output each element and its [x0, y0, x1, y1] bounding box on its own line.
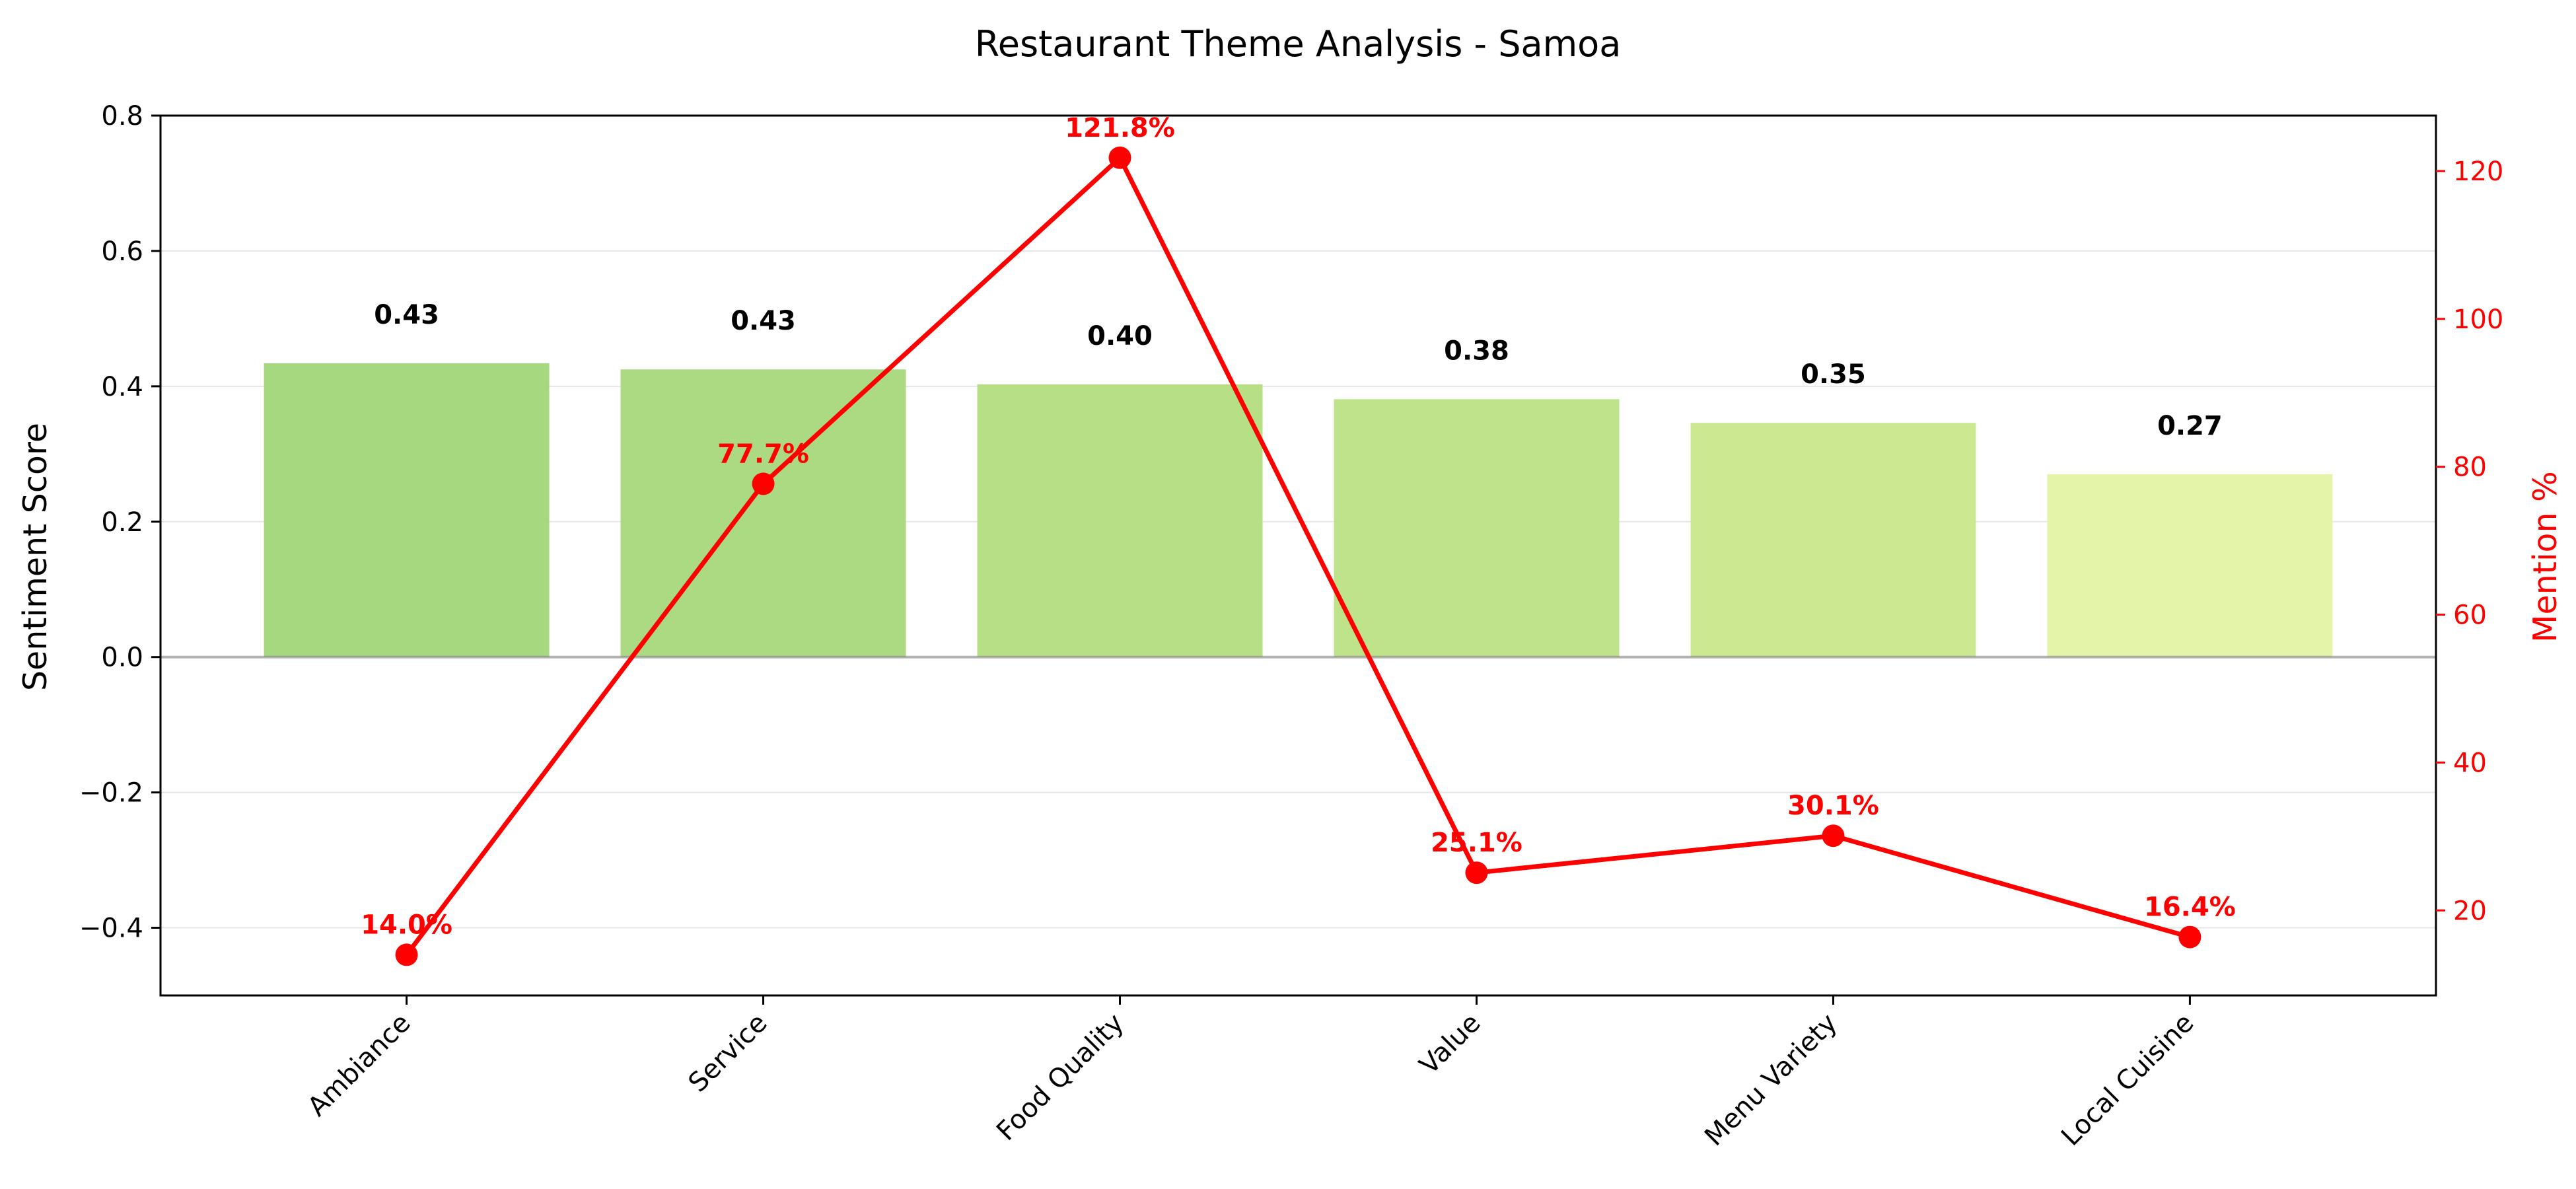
- line-value-label: 77.7%: [717, 439, 809, 469]
- y2-axis-label: Mention %: [2526, 471, 2564, 642]
- line-marker: [2178, 925, 2201, 949]
- labels-layer: 0.43 0.43 0.40 0.38 0.35 0.27 14.0% 77.7% 121.8%…: [361, 113, 2236, 941]
- bar-value-label: 0.43: [731, 306, 796, 336]
- line-marker: [395, 943, 418, 966]
- y-axis-label: Sentiment Score: [17, 423, 54, 691]
- x-tick-label: Service: [683, 1008, 773, 1099]
- bar: [1690, 423, 1976, 657]
- mention-line: [404, 155, 2191, 956]
- x-tick-label: Food Quality: [991, 1008, 1129, 1147]
- y2-tick-label: 60: [2453, 600, 2487, 631]
- y-tick-label: 0.6: [101, 236, 143, 267]
- chart-title: Restaurant Theme Analysis - Samoa: [975, 23, 1622, 65]
- bar-value-label: 0.27: [2157, 411, 2223, 441]
- bar: [2047, 474, 2333, 657]
- y2-tick-label: 20: [2453, 896, 2487, 926]
- x-tick-label: Menu Variety: [1699, 1008, 1843, 1152]
- bar: [1334, 399, 1620, 657]
- bar: [264, 363, 550, 657]
- bars-layer: [264, 363, 2333, 657]
- line-marker: [1465, 861, 1488, 884]
- bar: [977, 384, 1263, 657]
- line-value-label: 14.0%: [361, 910, 452, 940]
- line-marker: [752, 472, 775, 495]
- line-value-label: 25.1%: [1431, 828, 1522, 858]
- x-tick-label: Value: [1413, 1008, 1486, 1081]
- y2-tick-label: 100: [2453, 305, 2503, 335]
- y-tick-label: 0.0: [101, 643, 143, 673]
- line-marker: [1822, 824, 1845, 847]
- y-tick-label: 0.8: [101, 101, 143, 131]
- line-marker: [1108, 146, 1131, 169]
- bar-value-label: 0.40: [1087, 321, 1153, 351]
- y-tick-label: −0.4: [79, 914, 143, 944]
- y-tick-label: 0.4: [101, 372, 143, 402]
- y-tick-label: −0.2: [79, 778, 143, 809]
- bar-value-label: 0.35: [1801, 359, 1866, 390]
- x-tick-label: Local Cuisine: [2056, 1008, 2200, 1152]
- bar-value-label: 0.38: [1444, 336, 1509, 366]
- plot-frame: [159, 114, 2437, 997]
- y2-tick-label: 40: [2453, 748, 2487, 778]
- y2-tick-label: 80: [2453, 452, 2487, 483]
- y-tick-label: 0.2: [101, 507, 143, 538]
- line-value-label: 30.1%: [1787, 791, 1879, 821]
- y2-tick-label: 120: [2453, 157, 2503, 187]
- line-value-label: 121.8%: [1065, 113, 1175, 143]
- x-tick-label: Ambiance: [302, 1008, 416, 1122]
- bar-value-label: 0.43: [374, 300, 439, 330]
- line-value-label: 16.4%: [2144, 892, 2236, 923]
- line-layer: [395, 146, 2201, 966]
